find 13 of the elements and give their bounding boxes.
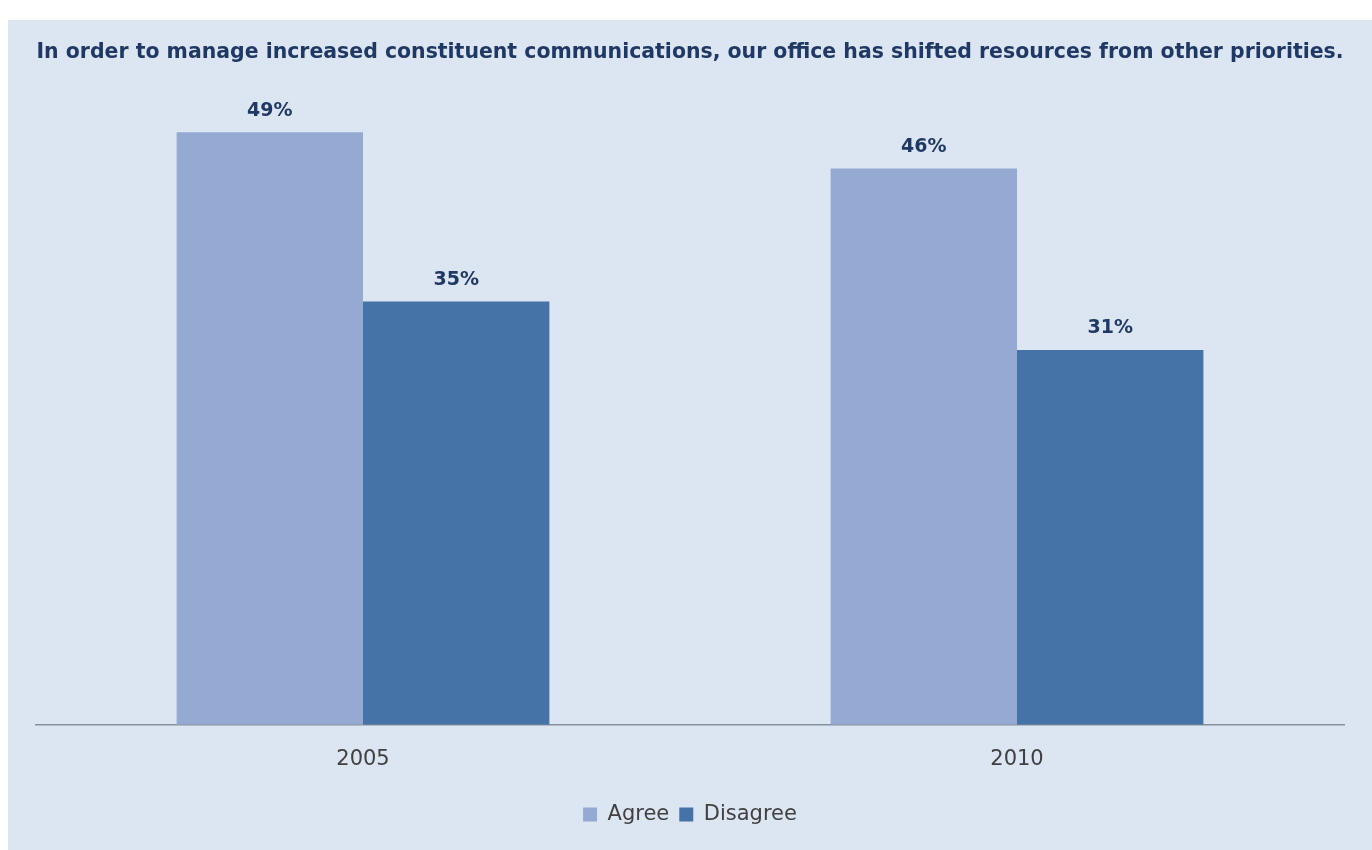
data-label: 46% [901, 134, 947, 157]
chart-title: In order to manage increased constituent communications, our office has shifted resources from other priorities. [36, 38, 1344, 64]
data-label: 31% [1087, 315, 1133, 338]
data-label: 35% [433, 267, 479, 290]
x-tick-label: 2010 [990, 745, 1044, 770]
bar [363, 301, 550, 725]
data-label: 49% [247, 97, 293, 120]
bar [830, 168, 1017, 725]
bar [1017, 349, 1204, 725]
legend-label: Disagree [703, 800, 797, 825]
bar [176, 132, 363, 725]
legend-label: Agree [607, 800, 670, 825]
x-tick-label: 2005 [336, 745, 390, 770]
